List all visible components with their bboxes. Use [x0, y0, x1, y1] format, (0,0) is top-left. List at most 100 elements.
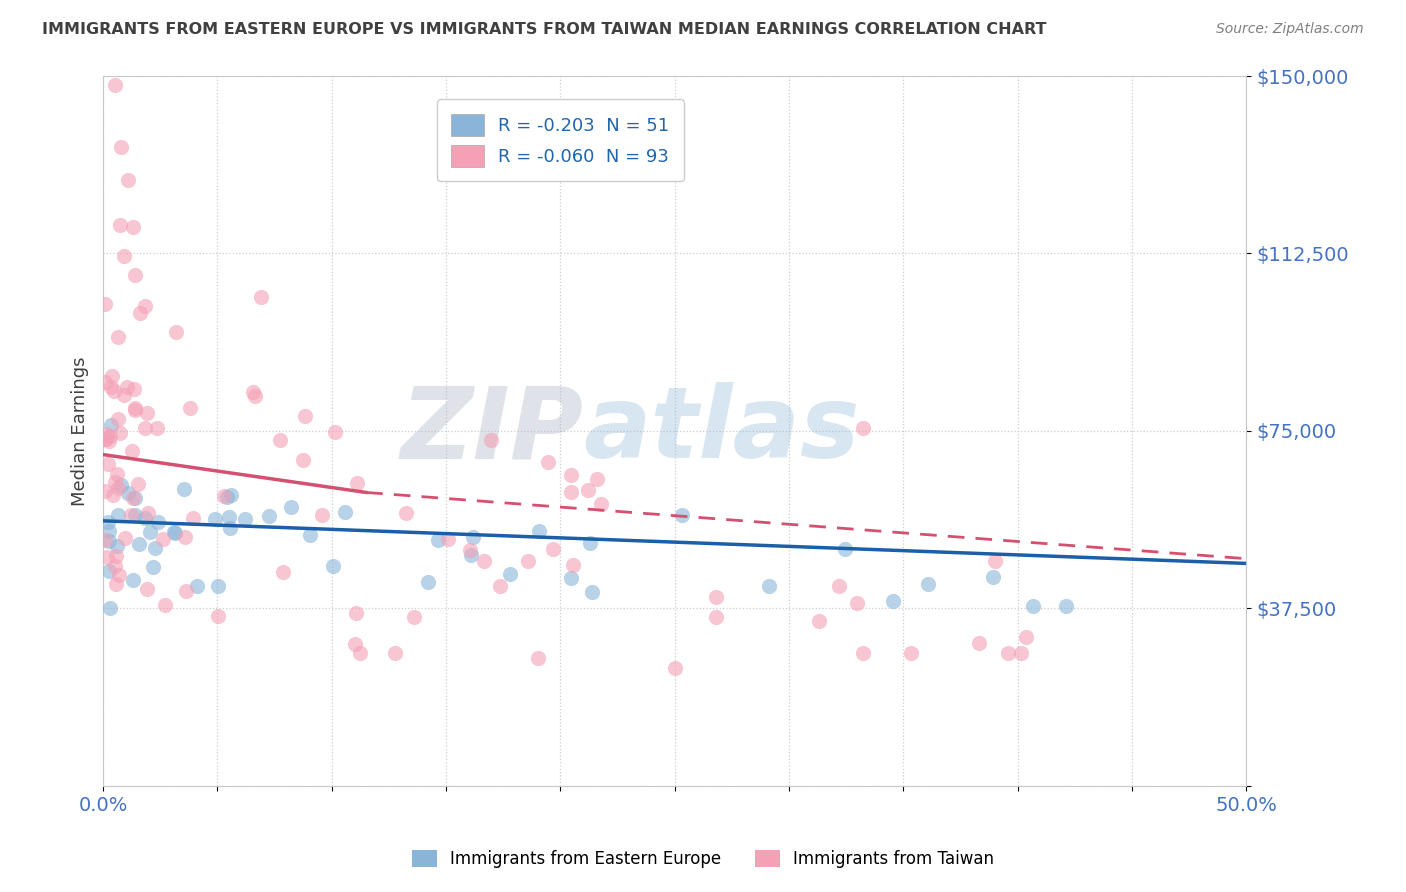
Point [346, 475, 368, 490]
Point [215, 490, 238, 504]
Point [997, 646, 1019, 660]
Point [349, 646, 371, 660]
Point [101, 369, 124, 384]
Point [343, 637, 366, 651]
Point [117, 173, 139, 187]
Point [103, 384, 125, 398]
Point [124, 401, 146, 415]
Point [103, 78, 125, 93]
Point [186, 579, 208, 593]
Point [181, 511, 204, 525]
Legend: R = -0.203  N = 51, R = -0.060  N = 93: R = -0.203 N = 51, R = -0.060 N = 93 [437, 99, 683, 181]
Point [395, 506, 418, 520]
Point [108, 218, 131, 232]
Point [98, 601, 121, 615]
Point [108, 568, 131, 582]
Point [322, 558, 344, 573]
Point [581, 585, 603, 599]
Point [121, 491, 143, 506]
Point [152, 532, 174, 546]
Point [323, 425, 346, 439]
Point [851, 646, 873, 660]
Point [257, 508, 280, 523]
Point [212, 489, 235, 503]
Point [179, 401, 201, 415]
Point [124, 403, 146, 417]
Point [155, 598, 177, 612]
Point [294, 409, 316, 423]
Point [461, 530, 484, 544]
Point [121, 220, 143, 235]
Point [138, 506, 160, 520]
Point [104, 559, 127, 574]
Point [219, 521, 242, 535]
Point [115, 379, 138, 393]
Point [758, 579, 780, 593]
Point [121, 444, 143, 458]
Point [1054, 599, 1077, 613]
Point [311, 508, 333, 522]
Point [135, 582, 157, 596]
Point [100, 418, 122, 433]
Point [124, 491, 146, 505]
Point [207, 609, 229, 624]
Point [173, 482, 195, 496]
Point [436, 532, 458, 546]
Point [846, 596, 869, 610]
Point [105, 539, 128, 553]
Point [526, 651, 548, 665]
Point [98, 429, 121, 443]
Point [122, 574, 145, 588]
Point [142, 559, 165, 574]
Point [233, 511, 256, 525]
Point [107, 329, 129, 343]
Point [984, 554, 1007, 568]
Point [516, 554, 538, 568]
Point [94, 375, 117, 389]
Point [107, 481, 129, 495]
Point [917, 577, 939, 591]
Point [560, 468, 582, 483]
Point [828, 579, 851, 593]
Legend: Immigrants from Eastern Europe, Immigrants from Taiwan: Immigrants from Eastern Europe, Immigran… [405, 843, 1001, 875]
Point [427, 533, 450, 548]
Point [335, 505, 357, 519]
Point [97, 434, 120, 448]
Point [98, 524, 121, 539]
Point [176, 584, 198, 599]
Point [458, 543, 481, 558]
Point [127, 477, 149, 491]
Point [271, 565, 294, 579]
Point [96, 427, 118, 442]
Point [97, 515, 120, 529]
Point [112, 388, 135, 402]
Point [207, 579, 229, 593]
Point [460, 548, 482, 562]
Point [128, 537, 150, 551]
Point [134, 511, 156, 525]
Point [807, 614, 830, 628]
Point [404, 610, 426, 624]
Point [94, 432, 117, 446]
Point [900, 646, 922, 660]
Point [134, 299, 156, 313]
Point [97, 564, 120, 578]
Point [967, 636, 990, 650]
Point [110, 477, 132, 491]
Point [143, 541, 166, 556]
Point [94, 533, 117, 547]
Point [488, 579, 510, 593]
Text: atlas: atlas [583, 383, 860, 479]
Text: ZIP: ZIP [401, 383, 583, 479]
Point [104, 577, 127, 591]
Point [96, 549, 118, 564]
Point [479, 433, 502, 447]
Point [537, 455, 560, 469]
Point [1021, 599, 1043, 613]
Point [852, 420, 875, 434]
Point [242, 384, 264, 399]
Point [981, 570, 1004, 584]
Point [165, 525, 187, 540]
Point [148, 516, 170, 530]
Point [671, 508, 693, 523]
